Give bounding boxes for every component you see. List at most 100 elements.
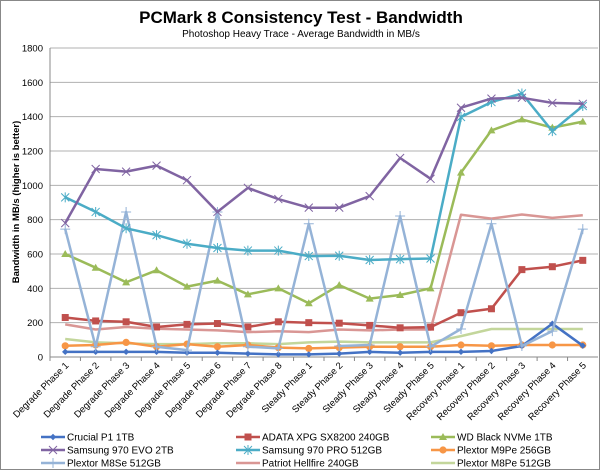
square-marker [457, 309, 465, 317]
star-marker [152, 230, 161, 241]
x-marker [273, 194, 283, 204]
square-marker [122, 318, 130, 326]
y-tick-label: 1000 [22, 181, 43, 192]
legend-item: Plextor M9Pe 256GB [431, 446, 551, 457]
triangle-marker [122, 278, 131, 286]
diamond-marker [457, 348, 465, 356]
y-tick-label: 800 [27, 215, 43, 226]
y-axis-label: Bandwidth in MB/s (higher is better) [11, 121, 22, 284]
series-line [65, 322, 584, 356]
legend-label: Patriot Hellfire 240GB [262, 459, 359, 470]
legend-item: WD Black NVMe 1TB [431, 433, 553, 444]
legend-item: Samsung 970 EVO 2TB [41, 446, 174, 457]
triangle-marker [243, 290, 252, 298]
square-marker [183, 320, 191, 328]
star-marker [182, 238, 192, 249]
plus-marker [121, 206, 132, 217]
square-marker [274, 318, 282, 326]
diamond-marker [153, 348, 160, 356]
x-tick-label: Degrade Phase 6 [163, 360, 223, 420]
triangle-marker [91, 263, 100, 271]
diamond-marker [122, 348, 130, 356]
series-line [64, 118, 584, 305]
triangle-marker [365, 294, 374, 302]
legend-item: Plextor M8Pe 512GB [431, 459, 551, 470]
diamond-marker [336, 350, 343, 357]
star-marker [213, 242, 222, 253]
circle-marker [305, 344, 313, 353]
square-marker [305, 319, 313, 327]
triangle-marker [487, 126, 496, 134]
star-marker [334, 250, 344, 261]
x-marker [456, 103, 466, 113]
x-tick-label: Degrade Phase 4 [103, 360, 163, 420]
diamond-marker [396, 349, 404, 356]
x-marker [243, 183, 253, 193]
x-marker [48, 445, 58, 455]
x-marker [487, 94, 496, 103]
star-marker [365, 255, 375, 266]
circle-marker [439, 446, 447, 454]
y-tick-label: 600 [27, 250, 43, 261]
y-tick-label: 1400 [22, 112, 43, 123]
star-marker [273, 245, 283, 256]
diamond-marker [214, 349, 221, 356]
diamond-marker [275, 351, 282, 358]
star-marker [395, 254, 405, 265]
x-tick-label: Degrade Phase 3 [72, 360, 132, 420]
series-3 [60, 93, 588, 228]
circle-marker [122, 338, 130, 347]
y-tick-label: 1800 [22, 44, 43, 55]
triangle-marker [213, 276, 222, 284]
legend-label: Samsung 970 EVO 2TB [67, 446, 174, 457]
square-marker [244, 323, 252, 331]
triangle-marker [578, 117, 587, 125]
legend-label: Samsung 970 PRO 512GB [262, 446, 382, 457]
star-marker [547, 126, 557, 137]
x-marker [213, 207, 222, 217]
square-marker [427, 323, 435, 331]
legend-label: WD Black NVMe 1TB [457, 433, 553, 444]
star-marker [91, 206, 101, 217]
x-marker [121, 167, 131, 176]
diamond-marker [488, 347, 495, 355]
circle-marker [213, 343, 222, 351]
diamond-marker [549, 320, 556, 327]
triangle-marker [517, 115, 526, 123]
square-marker [579, 256, 587, 264]
x-marker [304, 203, 314, 213]
legend-item: Crucial P1 1TB [41, 433, 135, 444]
diamond-marker [244, 350, 252, 357]
series-line [65, 341, 583, 350]
x-marker [426, 174, 435, 184]
square-marker [61, 314, 69, 322]
series-line [63, 210, 584, 352]
y-tick-label: 400 [27, 284, 43, 295]
star-marker [243, 445, 253, 455]
square-marker [335, 319, 343, 327]
star-marker [60, 192, 70, 203]
square-marker [153, 323, 161, 331]
diamond-marker [49, 433, 57, 441]
square-marker [92, 317, 100, 325]
series-line [64, 96, 583, 224]
triangle-marker [457, 168, 465, 176]
x-marker [517, 93, 527, 103]
diamond-marker [305, 351, 312, 358]
diamond-marker [92, 348, 99, 356]
circle-marker [457, 341, 465, 349]
square-marker [244, 433, 252, 441]
triangle-marker [61, 250, 70, 257]
triangle-marker [304, 299, 313, 307]
plus-marker [48, 458, 58, 468]
legend-label: Plextor M8Pe 512GB [457, 459, 551, 470]
triangle-marker [335, 281, 344, 289]
x-marker [60, 218, 70, 228]
series-line [64, 92, 584, 262]
diamond-marker [579, 342, 586, 349]
plus-marker [151, 341, 162, 352]
x-marker [182, 175, 192, 185]
plus-marker [456, 324, 466, 335]
plus-marker [60, 224, 71, 235]
